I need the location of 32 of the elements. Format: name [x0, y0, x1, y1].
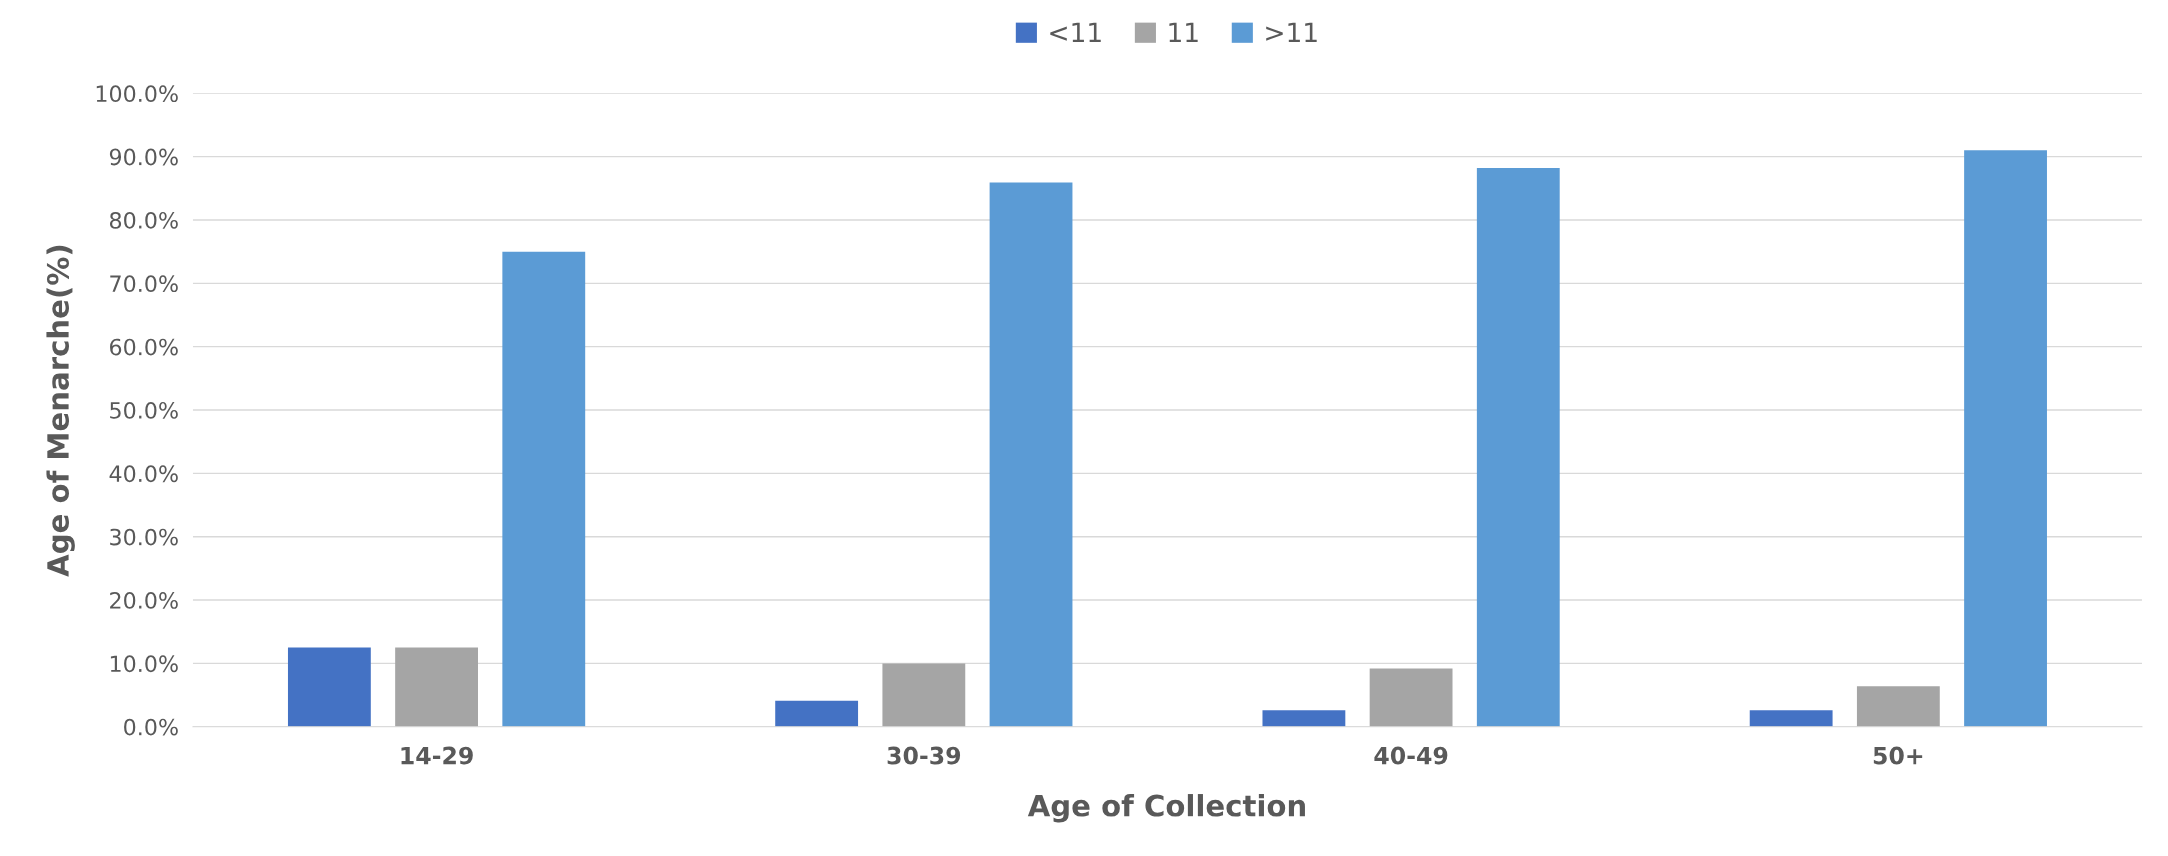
bar	[1476, 168, 1560, 727]
y-tick-label: 80.0%	[109, 211, 178, 229]
bar	[1262, 710, 1346, 727]
y-tick-label: 100.0%	[96, 85, 178, 103]
bar	[1369, 668, 1453, 727]
y-axis-title: Age of Menarche(%)	[46, 245, 75, 577]
x-tick-label: 30-39	[887, 746, 961, 765]
bar	[1964, 150, 2047, 727]
legend-label: 11	[1169, 22, 1198, 42]
x-tick-label: 14-29	[401, 746, 473, 765]
bar	[1749, 710, 1833, 727]
y-tick-label: 70.0%	[110, 275, 178, 293]
bar	[395, 647, 478, 727]
bar	[502, 251, 586, 727]
y-tick-label: 50.0%	[110, 401, 178, 419]
x-tick-label: 40-49	[1374, 746, 1448, 765]
y-tick-label: 20.0%	[110, 592, 178, 609]
y-tick-label: 40.0%	[109, 465, 178, 483]
y-tick-label: 0.0%	[124, 718, 178, 736]
y-tick-label: 90.0%	[109, 148, 178, 166]
bar	[989, 182, 1073, 727]
x-axis-title: Age of Collection	[1027, 794, 1305, 823]
bar	[882, 663, 966, 727]
bar	[1856, 686, 1940, 727]
y-tick-label: 60.0%	[110, 338, 178, 356]
legend-label: <11	[1050, 22, 1101, 42]
bar	[287, 647, 371, 727]
y-tick-label: 10.0%	[110, 655, 178, 673]
legend-label: >11	[1266, 22, 1317, 42]
x-tick-label: 50+	[1873, 746, 1923, 765]
y-tick-label: 30.0%	[110, 528, 178, 546]
bar	[775, 700, 859, 727]
